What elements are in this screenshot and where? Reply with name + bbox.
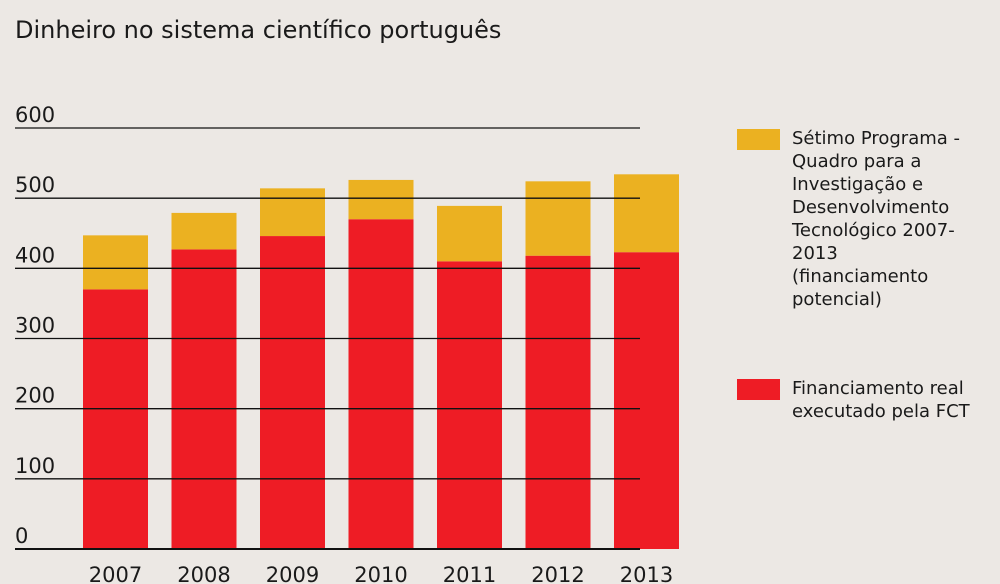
y-tick-label: 400 [15,243,55,267]
x-tick-label: 2009 [266,563,319,584]
y-tick-label: 600 [15,103,55,127]
legend-label: Financiamento real executado pela FCT [792,378,970,422]
bar-segment [614,174,679,253]
y-tick-label: 500 [15,173,55,197]
bar-segment [348,179,414,220]
x-tick-label: 2008 [177,563,230,584]
y-tick-label: 300 [15,314,55,338]
bar-segment [437,261,502,549]
x-tick-label: 2013 [620,563,673,584]
y-tick-label: 0 [15,524,28,548]
x-tick-label: 2007 [89,563,142,584]
legend-swatch [737,379,780,400]
bar-segment [83,235,148,290]
bar-segment [260,236,325,549]
chart-title: Dinheiro no sistema científico português [15,16,501,44]
legend-label: Sétimo Programa -Quadro para a Investiga… [792,128,961,310]
bar-segment [614,252,679,549]
bar-segment [83,289,148,549]
bar-segment [260,188,325,237]
bar-segment [525,255,591,549]
x-tick-label: 2011 [443,563,496,584]
bar-segment [171,212,237,250]
bar-segment [348,219,414,549]
y-tick-label: 100 [15,454,55,478]
legend-swatch [737,129,780,150]
x-tick-label: 2012 [531,563,584,584]
x-tick-label: 2010 [354,563,407,584]
y-tick-label: 200 [15,384,55,408]
bar-segment [437,205,502,262]
legend-item: Financiamento real executado pela FCT [737,377,1000,423]
bar-segment [525,181,591,256]
legend-item: Sétimo Programa -Quadro para a Investiga… [737,127,987,311]
bar-segment [171,249,237,549]
